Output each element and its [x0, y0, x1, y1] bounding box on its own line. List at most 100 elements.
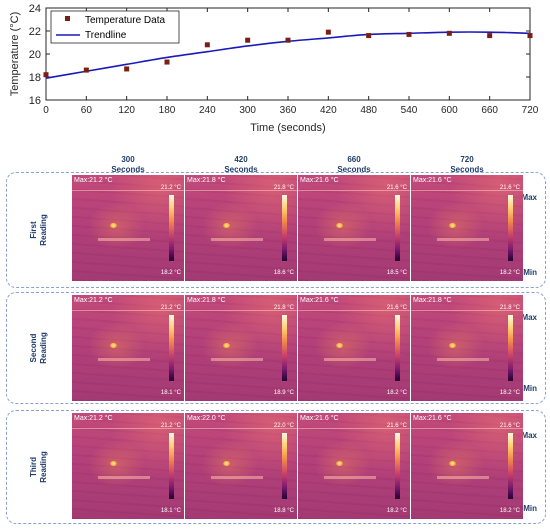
hot-spot [223, 223, 230, 228]
max-temperature-label: Max:21.8 °C [413, 297, 452, 304]
max-temperature-label: Max:21.6 °C [300, 415, 339, 422]
data-point [366, 33, 372, 39]
surface-edge [298, 428, 410, 429]
column-header-unit: Seconds [450, 165, 484, 174]
surface-edge [72, 428, 184, 429]
surface-edge [185, 190, 297, 191]
scale-max-value: 21.8 °C [273, 185, 294, 191]
max-temperature-label: Max:21.2 °C [74, 177, 113, 184]
scale-min-label: Min [523, 384, 537, 393]
row-label: Third Reading [9, 411, 69, 523]
data-point [124, 66, 130, 72]
thermal-image: Max:21.2 °C 21.2 °C 18.1 °C [72, 295, 184, 401]
x-tick-label: 420 [320, 105, 337, 116]
data-point [43, 72, 49, 78]
scale-max-value: 21.8 °C [499, 305, 520, 311]
color-scale-bar [508, 433, 513, 499]
max-temperature-label: Max:21.6 °C [300, 177, 339, 184]
surface-edge [185, 428, 297, 429]
surface-edge [298, 190, 410, 191]
row-label-line2: Reading [39, 451, 48, 483]
row-label-text: Third Reading [29, 451, 49, 483]
surface-edge [298, 310, 410, 311]
scale-max-value: 21.2 °C [160, 305, 181, 311]
x-tick-label: 120 [118, 105, 135, 116]
thermal-image: Max:21.8 °C 21.8 °C 18.6 °C [185, 175, 297, 281]
scale-min-value: 18.2 °C [160, 270, 181, 276]
max-temperature-label: Max:22.0 °C [187, 415, 226, 422]
color-scale-bar [282, 315, 287, 381]
plate-edge [98, 238, 150, 241]
row-label: First Reading [9, 173, 69, 287]
surface-edge [72, 310, 184, 311]
column-header-720: 720 Seconds [427, 155, 507, 175]
reading-row-3: Third Reading Max Min [6, 410, 546, 524]
scale-min-value: 18.5 °C [386, 270, 407, 276]
max-temperature-label: Max:21.6 °C [413, 415, 452, 422]
thermal-image: Max:21.2 °C 21.2 °C 18.2 °C [72, 175, 184, 281]
column-header-value: 420 [234, 155, 248, 164]
plate-edge [324, 238, 376, 241]
plate-edge [98, 358, 150, 361]
thermal-image: Max:21.6 °C 21.6 °C 18.2 °C [411, 413, 523, 519]
plate-edge [437, 476, 489, 479]
data-point [245, 37, 251, 43]
x-tick-label: 60 [81, 105, 93, 116]
scale-min-label: Min [523, 504, 537, 513]
color-scale-bar [169, 315, 174, 381]
x-tick-label: 360 [280, 105, 297, 116]
thermal-image: Max:21.6 °C 21.6 °C 18.2 °C [298, 413, 410, 519]
column-header-420: 420 Seconds [201, 155, 281, 175]
x-tick-label: 180 [159, 105, 176, 116]
hot-spot [449, 461, 456, 466]
thermal-image: Max:21.8 °C 21.8 °C 18.2 °C [411, 295, 523, 401]
scale-max-value: 21.2 °C [160, 423, 181, 429]
color-scale-bar [169, 195, 174, 261]
surface-edge [411, 190, 523, 191]
hot-spot [449, 343, 456, 348]
surface-edge [411, 428, 523, 429]
y-axis-label: Temperature (°C) [9, 12, 21, 96]
data-point [164, 59, 170, 65]
column-header-300: 300 Seconds [88, 155, 168, 175]
x-axis-label: Time (seconds) [250, 122, 325, 134]
hot-spot [336, 343, 343, 348]
scale-max-label: Max [521, 313, 537, 322]
column-header-value: 720 [460, 155, 474, 164]
y-tick-label: 24 [29, 3, 41, 15]
plate-edge [211, 358, 263, 361]
max-temperature-label: Max:21.8 °C [187, 297, 226, 304]
temperature-chart: 16 18 20 22 24 0 60 120 180 240 300 360 420 480 540 60… [9, 3, 539, 134]
data-point [446, 30, 452, 36]
x-tick-label: 0 [43, 105, 49, 116]
legend-box [50, 10, 180, 44]
scale-max-value: 22.0 °C [273, 423, 294, 429]
legend: Temperature Data Trendline [50, 10, 180, 44]
row-label-text: First Reading [29, 214, 49, 246]
scale-min-label: Min [523, 268, 537, 277]
scale-min-value: 18.1 °C [160, 390, 181, 396]
reading-row-1: First Reading Max Min [6, 172, 546, 288]
plate-edge [437, 238, 489, 241]
legend-marker-temperature-data [65, 16, 70, 21]
y-tick-label: 22 [29, 26, 41, 38]
thermal-image: Max:21.6 °C 21.6 °C 18.5 °C [298, 175, 410, 281]
x-tick-label: 720 [522, 105, 539, 116]
x-tick-label: 540 [401, 105, 418, 116]
color-scale-bar [508, 195, 513, 261]
color-scale-bar [282, 433, 287, 499]
hot-spot [110, 461, 117, 466]
row-label-line1: Second [29, 333, 38, 363]
scale-min-value: 18.9 °C [273, 390, 294, 396]
scale-max-value: 21.6 °C [386, 185, 407, 191]
row-label-line1: Third [29, 457, 38, 477]
color-scale-bar [395, 195, 400, 261]
column-header-value: 300 [121, 155, 135, 164]
thermal-image: Max:21.2 °C 21.2 °C 18.1 °C [72, 413, 184, 519]
hot-spot [110, 343, 117, 348]
surface-edge [411, 310, 523, 311]
data-point [285, 37, 291, 43]
row-label-line2: Reading [39, 214, 48, 246]
row-label-line1: First [29, 221, 38, 239]
max-temperature-label: Max:21.8 °C [187, 177, 226, 184]
